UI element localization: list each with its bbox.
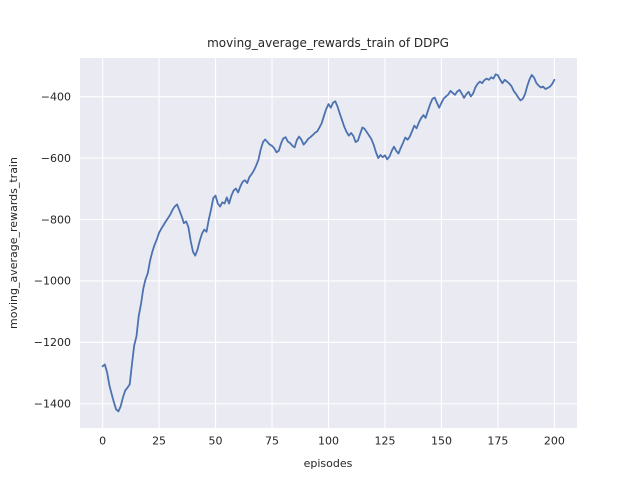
x-tick-label: 175 [487, 435, 508, 448]
x-tick-label: 150 [431, 435, 452, 448]
y-tick-label: −1400 [34, 398, 71, 411]
x-tick-label: 200 [544, 435, 565, 448]
x-tick-label: 50 [209, 435, 223, 448]
y-axis-label: moving_average_rewards_train [7, 157, 20, 329]
chart-title: moving_average_rewards_train of DDPG [207, 36, 449, 50]
y-tick-label: −1000 [34, 275, 71, 288]
y-tick-label: −600 [41, 152, 71, 165]
x-tick-label: 100 [318, 435, 339, 448]
x-tick-label: 0 [99, 435, 106, 448]
series-line [101, 73, 556, 413]
y-tick-label: −400 [41, 90, 71, 103]
y-tick-label: −800 [41, 213, 71, 226]
x-axis-label: episodes [304, 457, 353, 470]
x-tick-label: 125 [374, 435, 395, 448]
x-tick-label: 75 [265, 435, 279, 448]
plot-layer [80, 58, 577, 428]
y-tick-label: −1200 [34, 336, 71, 349]
x-tick-label: 25 [152, 435, 166, 448]
